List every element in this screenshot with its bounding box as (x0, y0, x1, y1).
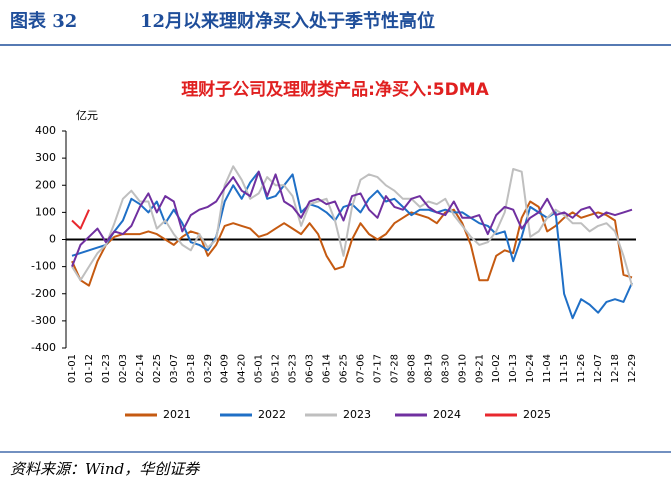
x-tick-label: 05-23 (288, 354, 299, 383)
y-tick-label: 400 (35, 124, 56, 137)
legend-label: 2022 (258, 408, 286, 421)
series-line (71, 209, 90, 230)
x-tick-label: 09-21 (474, 354, 485, 383)
figure-label: 图表 32 (10, 10, 77, 32)
x-tick-label: 11-04 (542, 354, 553, 383)
x-tick-label: 10-24 (525, 354, 536, 383)
x-tick-label: 03-18 (186, 354, 197, 383)
x-tick-label: 08-19 (423, 354, 434, 383)
x-tick-label: 02-25 (152, 354, 163, 383)
legend-label: 2021 (163, 408, 191, 421)
series-line (71, 200, 633, 287)
x-tick-label: 07-06 (355, 354, 366, 383)
x-tick-label: 05-12 (271, 354, 282, 383)
y-unit: 亿元 (76, 109, 98, 122)
x-tick-label: 12-18 (610, 354, 621, 383)
x-tick-label: 01-12 (84, 354, 95, 383)
x-tick-label: 03-07 (169, 354, 180, 383)
x-tick-label: 04-09 (220, 354, 231, 383)
legend-label: 2025 (523, 408, 551, 421)
x-tick-label: 07-28 (389, 354, 400, 383)
y-tick-label: 200 (35, 178, 56, 191)
x-tick-label: 07-17 (372, 354, 383, 383)
series-line (71, 170, 633, 320)
y-tick-label: -300 (31, 314, 56, 327)
x-tick-label: 04-20 (237, 354, 248, 383)
legend-label: 2024 (433, 408, 461, 421)
y-tick-label: -200 (31, 287, 56, 300)
x-tick-label: 11-26 (576, 354, 587, 383)
series-line (71, 170, 633, 267)
x-tick-label: 03-29 (203, 354, 214, 383)
figure-title: 12月以来理财净买入处于季节性高位 (140, 10, 435, 32)
y-tick-label: 0 (49, 233, 56, 246)
x-tick-label: 10-13 (508, 354, 519, 383)
series-line (71, 165, 633, 286)
x-tick-label: 05-01 (254, 354, 265, 383)
x-tick-label: 12-07 (593, 354, 604, 383)
y-tick-label: 100 (35, 205, 56, 218)
y-tick-label: -400 (31, 341, 56, 354)
y-tick-label: -100 (31, 260, 56, 273)
x-tick-label: 11-15 (559, 354, 570, 383)
x-tick-label: 06-03 (305, 354, 316, 383)
legend-label: 2023 (343, 408, 371, 421)
x-tick-label: 01-01 (67, 354, 78, 383)
x-tick-label: 09-10 (457, 354, 468, 383)
x-tick-label: 12-29 (627, 354, 638, 383)
x-tick-label: 06-14 (322, 354, 333, 383)
x-tick-label: 08-08 (406, 354, 417, 383)
x-tick-label: 02-14 (135, 354, 146, 383)
x-tick-label: 06-25 (339, 354, 350, 383)
y-tick-label: 300 (35, 151, 56, 164)
x-tick-label: 08-30 (440, 354, 451, 383)
chart-title: 理财子公司及理财类产品:净买入:5DMA (181, 79, 489, 100)
x-tick-label: 01-23 (101, 354, 112, 383)
x-tick-label: 02-03 (118, 354, 129, 383)
x-tick-label: 10-02 (491, 354, 502, 383)
source: 资料来源：Wind，华创证券 (10, 460, 200, 478)
